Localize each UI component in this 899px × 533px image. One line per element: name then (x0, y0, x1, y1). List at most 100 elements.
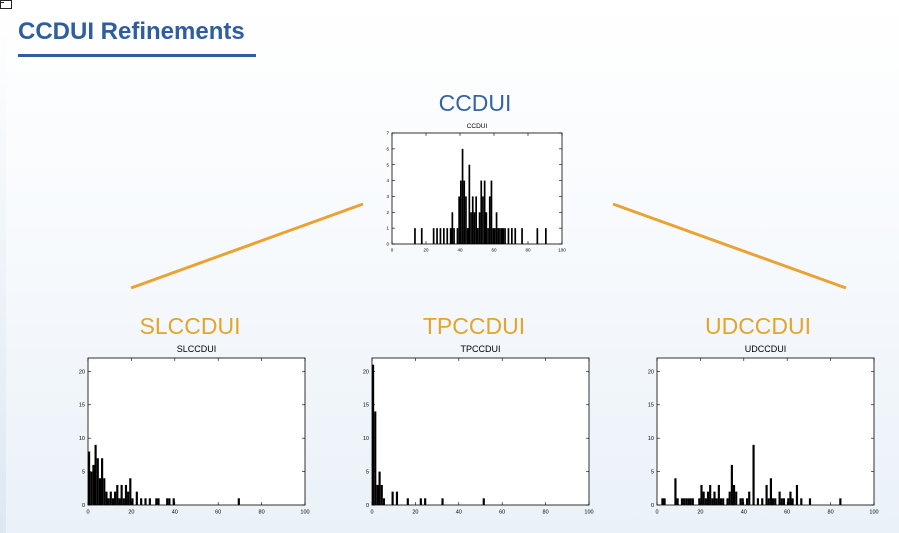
histogram-bar (166, 498, 169, 505)
plot-area (87, 357, 306, 506)
histogram-bar (420, 228, 423, 244)
histogram-bar (839, 498, 842, 505)
histogram-bar (791, 498, 794, 505)
histogram-bar (109, 491, 112, 505)
histogram-bar (769, 478, 773, 505)
histogram-bar (741, 498, 744, 505)
histogram-bar (441, 498, 444, 505)
histogram-bar (155, 498, 158, 505)
histogram-bar (424, 498, 427, 505)
histogram-bar (689, 498, 692, 505)
histogram-bar (144, 498, 147, 505)
histogram-bar (482, 196, 484, 244)
histogram-bar (90, 471, 93, 505)
x-tick-label: 60 (784, 510, 790, 516)
histogram-bar (436, 228, 438, 244)
histogram-bar (105, 491, 108, 505)
histogram-bar (374, 411, 377, 505)
histogram-bar (140, 498, 143, 505)
x-tick-label: 0 (391, 248, 394, 253)
x-tick-label: 40 (172, 510, 178, 516)
y-tick-label: 15 (79, 403, 85, 409)
y-tick-label: 6 (386, 146, 389, 151)
histogram-bar (730, 464, 733, 505)
y-tick-label: 10 (648, 436, 654, 442)
y-tick-label: 5 (651, 470, 654, 476)
x-tick-label: 0 (655, 510, 658, 516)
histogram-bar (395, 491, 399, 505)
x-tick-label: 100 (584, 510, 593, 516)
histogram-bar (497, 228, 500, 244)
chart-title: UDCCDUI (745, 344, 787, 354)
histogram-bar (772, 498, 775, 505)
y-tick-label: 0 (651, 503, 654, 509)
histogram-bar (545, 228, 547, 244)
histogram-bar (745, 498, 749, 505)
histogram-bar (480, 180, 483, 244)
histogram-bar (789, 491, 792, 505)
histogram-bar (477, 228, 479, 244)
histogram-bar (507, 228, 510, 244)
histogram-bar (504, 228, 506, 244)
y-tick-label: 10 (363, 436, 369, 442)
node-label-udccdui: UDCCDUI (704, 313, 812, 339)
page-title: CCDUI Refinements (18, 18, 245, 45)
histogram-bar (96, 458, 99, 505)
histogram-bar (487, 228, 489, 244)
chart-title: SLCCDUI (177, 344, 217, 354)
histogram-bar (148, 498, 151, 505)
histogram-bar (131, 498, 134, 505)
x-tick-label: 0 (86, 510, 89, 516)
histogram-bar (157, 498, 160, 505)
x-tick-label: 20 (128, 510, 134, 516)
histogram-bar (488, 196, 491, 244)
histogram-bar (453, 228, 455, 244)
histogram-bar (466, 228, 469, 244)
y-tick-label: 3 (386, 194, 389, 199)
histogram-bar (120, 484, 123, 505)
histogram-bar (676, 498, 679, 505)
left-edge-band (0, 0, 6, 533)
x-tick-label: 20 (697, 510, 703, 516)
histogram-bar (702, 491, 705, 505)
histogram-bar (483, 180, 486, 244)
histogram-bar (107, 498, 110, 505)
histogram-bar (761, 498, 764, 505)
histogram-bar (774, 498, 777, 505)
histogram-bar (478, 212, 481, 244)
histogram-bar (698, 498, 701, 505)
histogram-bar (376, 484, 379, 505)
histogram-bar (704, 498, 707, 505)
histogram-bar (451, 212, 454, 244)
histogram-bar (767, 498, 770, 505)
histogram-bar (514, 228, 517, 244)
histogram-bar (378, 471, 381, 505)
histogram-bar (382, 498, 386, 505)
histogram-bar (780, 498, 783, 505)
histogram-bar (372, 364, 375, 505)
histogram-bar (709, 484, 712, 505)
histogram-bar (124, 484, 128, 505)
histogram-bar (691, 498, 694, 505)
histogram-bar (485, 212, 488, 244)
histogram-bar (663, 498, 666, 505)
histogram-bar (800, 498, 803, 505)
histogram-bar (765, 484, 768, 505)
histogram-bar (414, 228, 416, 244)
histogram-bar (700, 484, 703, 505)
histogram-bar (468, 164, 471, 244)
histogram-bar (726, 498, 729, 505)
histogram-bar (787, 498, 790, 505)
histogram-bar (463, 180, 466, 244)
x-tick-label: 80 (828, 510, 834, 516)
histogram-bar (732, 484, 736, 505)
histogram-bar (495, 212, 498, 244)
x-tick-label: 40 (457, 248, 463, 253)
histogram-bar (722, 498, 725, 505)
connector-line-right (612, 202, 847, 290)
y-tick-label: 7 (386, 131, 389, 136)
plot-area (371, 357, 590, 506)
